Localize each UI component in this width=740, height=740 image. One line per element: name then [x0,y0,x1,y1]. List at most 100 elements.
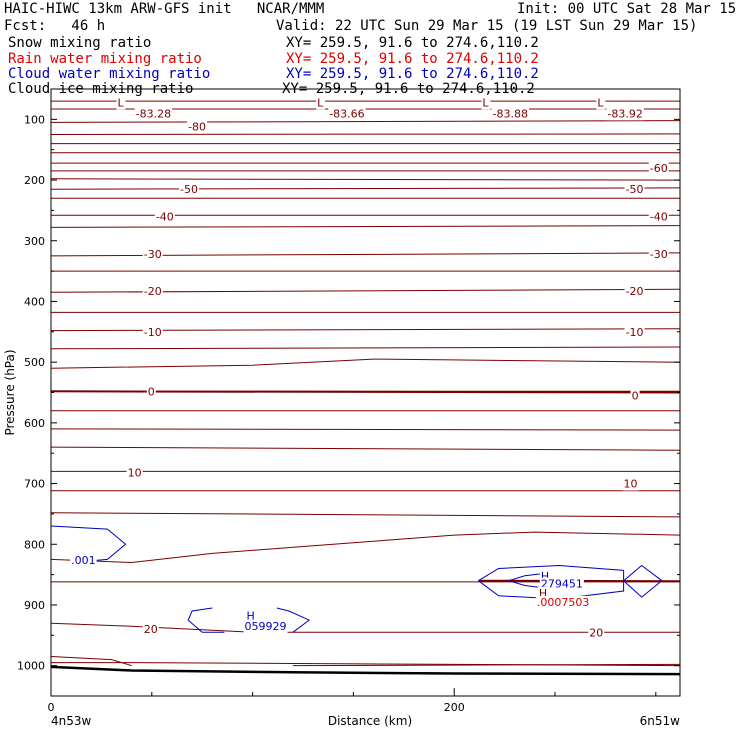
contour-label: -83.92 [607,107,642,120]
contour-label: -80 [188,121,206,134]
label-background [596,96,606,110]
label-background [624,325,645,339]
chart-title: HAIC-HIWC 13km ARW-GFS init NCAR/MMM [4,1,325,17]
label-background [179,183,199,197]
contour-label: 20 [144,623,158,636]
contour-label: 10 [128,467,142,480]
ground-line [50,665,681,676]
temperature-contour [50,358,681,369]
label-background [328,107,366,121]
label-background [624,285,645,299]
contour-label: -60 [650,162,668,175]
label-background [648,161,669,175]
temperature-contour [50,133,681,135]
contour-label: -83.66 [329,107,364,120]
label-background [535,595,591,609]
x-axis: 0 200 [48,688,657,714]
contour-layer [50,100,681,676]
y-tick-label: 100 [24,113,45,126]
contour-label: 0 [148,385,155,398]
y-tick-label: 500 [24,356,45,369]
contour-label: .001 [71,554,96,567]
contour-label: L [317,96,324,109]
label-background [624,183,645,197]
label-background [648,248,669,262]
contour-label: -40 [156,210,174,223]
temperature-contour [50,512,681,518]
temperature-contour [50,446,681,451]
contour-label: .0007503 [537,596,590,609]
label-background [588,626,605,640]
temperature-contour [50,225,681,228]
contour-label: H [247,609,255,622]
y-tick-label: 400 [24,295,45,308]
y-tick-label: 900 [24,599,45,612]
y-tick-label: 800 [24,538,45,551]
cloud-water-contour [623,564,663,598]
contour-label: -40 [650,210,668,223]
label-background [539,569,551,583]
field-snow-xy: XY= 259.5, 91.6 to 274.6,110.2 [286,35,539,51]
temperature-contour [292,663,681,667]
contour-label: H [539,587,547,600]
y-tick-label: 600 [24,417,45,430]
y-tick-label: 200 [24,174,45,187]
y-tick-label: 1000 [17,660,45,673]
field-rain-xy: XY= 259.5, 91.6 to 274.6,110.2 [286,51,539,67]
label-background [606,107,644,121]
y-axis-title: Pressure (hPa) [3,349,17,435]
valid-time: Valid: 22 UTC Sun 29 Mar 15 (19 LST Sun … [276,18,698,34]
y-tick-label: 700 [24,478,45,491]
label-background [537,586,549,600]
label-background [142,325,163,339]
cloud-water-contour [187,607,225,633]
label-background [142,623,159,637]
temperature-contour [50,656,132,667]
contour-label: -10 [144,326,162,339]
label-background [126,466,143,480]
label-background [142,285,163,299]
label-background [481,96,491,110]
field-snow-name: Snow mixing ratio [8,35,152,51]
y-tick-label: 300 [24,235,45,248]
contour-label: -83.88 [493,107,528,120]
temperature-contour [50,428,681,431]
field-cloudwater-name: Cloud water mixing ratio [8,66,211,82]
label-background [622,477,639,491]
contour-label: 279451 [541,578,583,591]
bold-contour [50,390,681,394]
contour-label: -10 [626,326,644,339]
temperature-contour [50,187,681,190]
temperature-contour [50,531,681,564]
cloud-water-contour [276,607,311,633]
contour-label: -30 [144,248,162,261]
contour-label: 20 [589,626,603,639]
contour-label: 0 [632,390,639,403]
label-background [245,609,256,623]
contour-label: -20 [626,285,644,298]
left-endpoint-label: 4n53w [51,714,92,728]
contour-label: 10 [624,478,638,491]
contour-label: L [482,96,489,109]
label-background [134,107,173,121]
field-cloudwater-xy: XY= 259.5, 91.6 to 274.6,110.2 [286,66,539,82]
init-time: Init: 00 UTC Sat 28 Mar 15 [517,1,737,17]
right-endpoint-label: 6n51w [640,714,681,728]
temperature-contour [50,346,681,350]
label-background [187,120,208,134]
label-background [154,210,175,224]
label-background [116,96,126,110]
label-background [316,96,326,110]
contour-label: H [541,570,549,583]
x-axis-title: Distance (km) [328,714,412,728]
contour-label: -50 [626,183,644,196]
contour-label: L [597,96,604,109]
label-background [142,248,163,262]
label-background [70,554,97,568]
forecast-hour: Fcst: 46 h [4,18,106,34]
contour-label: -30 [650,248,668,261]
temperature-contour [50,120,681,123]
contour-label: -20 [144,285,162,298]
